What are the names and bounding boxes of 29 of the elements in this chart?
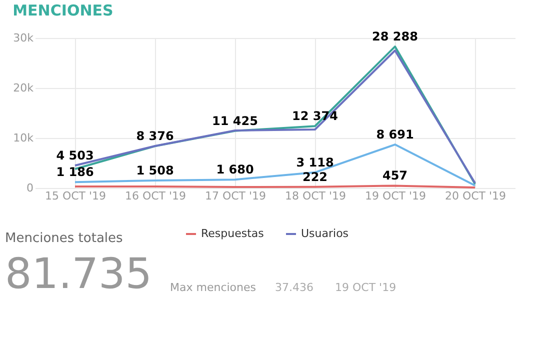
data-label: 4 503 xyxy=(56,148,94,162)
chart-title: MENCIONES xyxy=(12,2,114,20)
y-tick-label: 20k xyxy=(13,82,34,94)
data-label: 11 425 xyxy=(212,114,258,128)
y-tick-label: 10k xyxy=(13,132,34,144)
data-label: 1 508 xyxy=(136,163,174,178)
legend-label: Usuarios xyxy=(301,227,349,240)
x-tick-label: 16 OCT '19 xyxy=(124,190,186,202)
y-tick-label: 30k xyxy=(13,32,34,44)
text: 19 OCT '19 xyxy=(335,281,396,294)
text: 37.436 xyxy=(275,281,314,294)
x-tick-label: 19 OCT '19 xyxy=(364,190,426,202)
x-tick-label: 17 OCT '19 xyxy=(204,190,266,202)
text: 81.735 xyxy=(5,249,152,298)
data-label: 8 376 xyxy=(136,129,174,144)
data-label: 457 xyxy=(382,168,408,183)
x-tick-label: 18 OCT '19 xyxy=(284,190,346,202)
text: Max menciones xyxy=(170,281,256,294)
data-label: 222 xyxy=(302,170,328,184)
legend-label: Respuestas xyxy=(201,227,264,240)
y-tick-label: 0 xyxy=(26,182,34,194)
data-label: 1 680 xyxy=(216,162,254,177)
x-tick-label: 20 OCT '19 xyxy=(444,190,506,202)
data-label: 1 186 xyxy=(56,165,94,180)
data-label: 3 118 xyxy=(296,155,334,170)
x-tick-label: 15 OCT '19 xyxy=(44,190,106,202)
data-label: 8 691 xyxy=(376,128,414,142)
text: Menciones totales xyxy=(5,231,124,246)
data-label: 28 288 xyxy=(372,30,418,44)
